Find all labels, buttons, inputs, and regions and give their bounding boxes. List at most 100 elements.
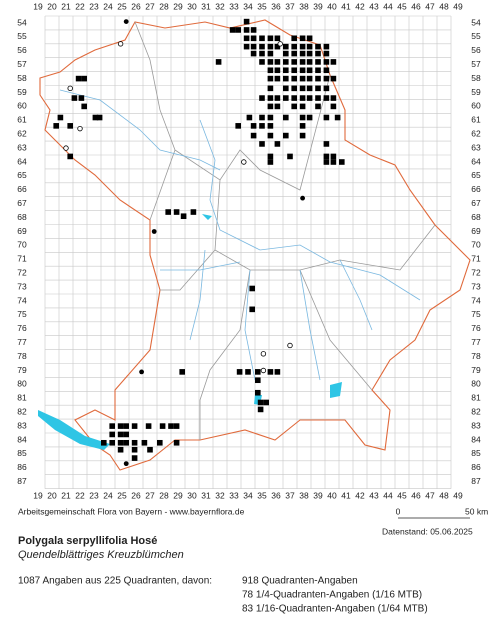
- species: Polygala serpyllifolia Hosé: [18, 535, 157, 547]
- record-square: [109, 431, 115, 438]
- record-square: [147, 446, 153, 453]
- record-square: [323, 141, 330, 147]
- record-square: [267, 50, 274, 57]
- record-square: [109, 439, 115, 446]
- record-dot: [123, 19, 129, 25]
- column-label: 27: [145, 1, 155, 11]
- record-circle: [260, 367, 267, 374]
- record-square: [96, 114, 103, 121]
- record-square: [255, 389, 261, 396]
- record-square: [330, 159, 337, 165]
- row-label: 79: [17, 365, 27, 375]
- record-dot: [300, 195, 305, 201]
- record-square: [229, 27, 236, 33]
- record-square: [283, 85, 289, 92]
- record-square: [117, 423, 124, 429]
- record-square: [71, 95, 78, 101]
- column-label: 20: [47, 490, 57, 500]
- column-label: 45: [397, 1, 407, 11]
- record-square: [291, 43, 297, 50]
- row-label: 64: [17, 156, 27, 166]
- record-square: [274, 103, 281, 110]
- column-label: 33: [229, 490, 239, 500]
- record-square: [131, 446, 138, 453]
- row-label: 58: [17, 73, 27, 83]
- row-label: 55: [17, 31, 27, 41]
- record-square: [173, 209, 180, 215]
- record-square: [117, 446, 124, 453]
- row-label: 80: [471, 379, 481, 389]
- row-label: 80: [17, 379, 27, 389]
- column-label: 43: [369, 490, 379, 500]
- record-square: [274, 59, 281, 65]
- record-square: [141, 439, 148, 446]
- row-label: 65: [17, 170, 27, 180]
- record-square: [168, 423, 174, 429]
- record-square: [173, 439, 180, 446]
- record-square: [315, 50, 321, 57]
- record-square: [259, 59, 265, 65]
- record-square: [259, 35, 265, 42]
- scale-end: 50 km: [465, 506, 488, 516]
- record-square: [323, 50, 330, 57]
- row-label: 69: [471, 226, 481, 236]
- row-label: 62: [471, 128, 481, 138]
- row-label: 81: [17, 393, 27, 403]
- record-square: [267, 43, 274, 50]
- row-label: 84: [471, 434, 481, 444]
- column-label: 42: [355, 490, 365, 500]
- record-square: [123, 423, 129, 429]
- record-square: [306, 43, 313, 50]
- column-label: 34: [243, 490, 253, 500]
- record-square: [299, 50, 306, 57]
- column-label: 24: [103, 490, 113, 500]
- record-square: [259, 123, 265, 129]
- column-label: 37: [285, 1, 295, 11]
- record-square: [117, 439, 124, 446]
- record-square: [243, 18, 250, 25]
- row-label: 83: [471, 420, 481, 430]
- column-label: 49: [453, 1, 463, 11]
- row-label: 74: [17, 295, 27, 305]
- record-square: [299, 67, 306, 74]
- record-square: [299, 43, 306, 50]
- row-label: 77: [17, 337, 27, 347]
- column-label: 19: [33, 1, 43, 11]
- record-square: [274, 369, 281, 375]
- record-square: [291, 103, 297, 110]
- record-square: [323, 159, 330, 165]
- record-square: [259, 95, 265, 101]
- record-square: [123, 439, 129, 446]
- record-square: [323, 153, 330, 160]
- record-square: [274, 75, 281, 82]
- count: 83 1/16-Quadranten-Angaben (1/64 MTB): [242, 604, 428, 615]
- row-label: 71: [17, 254, 27, 264]
- column-label: 23: [89, 1, 99, 11]
- record-square: [299, 35, 306, 42]
- column-label: 45: [397, 490, 407, 500]
- record-square: [330, 59, 337, 65]
- record-circle: [67, 85, 73, 92]
- record-square: [249, 285, 255, 292]
- record-square: [291, 50, 297, 57]
- record-square: [250, 132, 257, 139]
- column-label: 32: [215, 490, 225, 500]
- record-square: [250, 27, 257, 33]
- column-label: 42: [355, 1, 365, 11]
- record-square: [339, 159, 345, 165]
- record-square: [306, 35, 313, 42]
- record-square: [287, 153, 293, 160]
- column-label: 34: [243, 1, 253, 11]
- record-square: [330, 103, 337, 110]
- row-label: 86: [471, 462, 481, 472]
- record-square: [283, 50, 289, 57]
- column-label: 31: [201, 490, 211, 500]
- row-label: 70: [471, 240, 481, 250]
- row-label: 77: [471, 337, 481, 347]
- column-label: 41: [341, 490, 351, 500]
- record-square: [323, 95, 330, 101]
- row-label: 85: [471, 448, 481, 458]
- lake-constance: [38, 410, 110, 450]
- row-label: 67: [17, 198, 27, 208]
- column-label: 19: [33, 490, 43, 500]
